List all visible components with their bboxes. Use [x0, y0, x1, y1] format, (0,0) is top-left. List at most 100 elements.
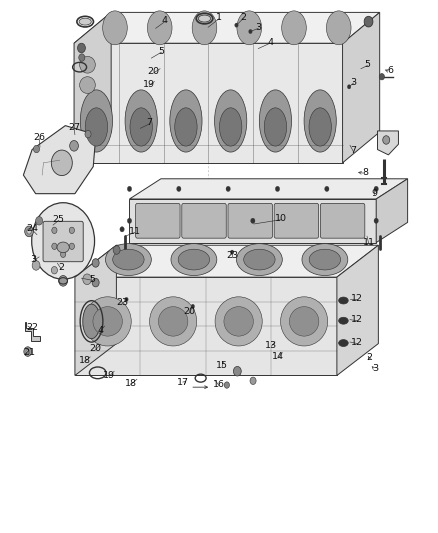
Circle shape — [127, 218, 132, 223]
Circle shape — [85, 131, 91, 138]
Ellipse shape — [281, 297, 328, 346]
Circle shape — [26, 350, 29, 354]
Circle shape — [251, 218, 255, 223]
Ellipse shape — [102, 11, 127, 45]
Text: 23: 23 — [116, 298, 128, 307]
Ellipse shape — [326, 11, 351, 45]
Circle shape — [224, 382, 230, 388]
Circle shape — [379, 74, 385, 80]
Ellipse shape — [244, 249, 275, 270]
Circle shape — [191, 304, 194, 309]
Ellipse shape — [339, 340, 348, 346]
Ellipse shape — [309, 249, 341, 270]
Text: 5: 5 — [159, 47, 164, 55]
Text: 3: 3 — [255, 23, 261, 32]
Ellipse shape — [339, 317, 348, 324]
Text: 24: 24 — [26, 224, 38, 233]
Circle shape — [70, 141, 78, 151]
Polygon shape — [74, 43, 343, 163]
Circle shape — [33, 146, 39, 153]
Text: 22: 22 — [26, 323, 38, 332]
Ellipse shape — [80, 90, 113, 152]
Text: 20: 20 — [184, 307, 195, 316]
Text: 7: 7 — [146, 118, 152, 127]
Text: 4: 4 — [267, 38, 273, 47]
Text: 3: 3 — [372, 364, 378, 373]
Circle shape — [52, 227, 57, 233]
Circle shape — [92, 278, 99, 287]
Text: 23: 23 — [226, 252, 238, 260]
Circle shape — [250, 377, 256, 384]
Ellipse shape — [130, 108, 152, 146]
Ellipse shape — [198, 15, 211, 22]
Polygon shape — [25, 322, 40, 341]
Circle shape — [177, 186, 181, 191]
Ellipse shape — [150, 297, 197, 346]
Ellipse shape — [175, 108, 197, 146]
Text: 12: 12 — [351, 315, 364, 324]
Ellipse shape — [192, 11, 217, 45]
FancyBboxPatch shape — [43, 221, 83, 262]
Ellipse shape — [264, 108, 286, 146]
Text: 27: 27 — [68, 123, 80, 132]
Text: 20: 20 — [148, 68, 159, 76]
Ellipse shape — [339, 297, 348, 304]
Circle shape — [51, 266, 57, 274]
Circle shape — [52, 243, 57, 249]
Ellipse shape — [93, 306, 122, 336]
Text: 2: 2 — [367, 353, 373, 362]
Circle shape — [79, 54, 85, 61]
Circle shape — [374, 218, 378, 223]
Ellipse shape — [148, 11, 172, 45]
Ellipse shape — [80, 77, 95, 93]
Text: 12: 12 — [351, 294, 364, 303]
Ellipse shape — [83, 304, 100, 338]
Text: 18: 18 — [125, 379, 137, 388]
Text: 20: 20 — [89, 344, 102, 353]
Polygon shape — [75, 245, 378, 277]
Ellipse shape — [171, 244, 217, 276]
Circle shape — [69, 227, 74, 233]
Circle shape — [276, 186, 280, 191]
Ellipse shape — [309, 108, 332, 146]
Circle shape — [27, 229, 31, 234]
Circle shape — [249, 29, 252, 34]
Ellipse shape — [125, 90, 157, 152]
Polygon shape — [75, 277, 337, 375]
Circle shape — [60, 251, 66, 257]
Text: 13: 13 — [265, 341, 277, 350]
Ellipse shape — [237, 11, 261, 45]
Ellipse shape — [259, 90, 292, 152]
Circle shape — [226, 186, 230, 191]
Circle shape — [32, 203, 95, 279]
Circle shape — [83, 274, 92, 285]
Text: 11: 11 — [363, 238, 375, 247]
Text: 21: 21 — [23, 348, 35, 357]
Circle shape — [235, 23, 238, 27]
Circle shape — [120, 227, 124, 232]
Ellipse shape — [224, 306, 254, 336]
Text: 4: 4 — [97, 326, 103, 335]
FancyBboxPatch shape — [136, 204, 180, 238]
Text: 14: 14 — [272, 352, 284, 361]
Text: 18: 18 — [79, 356, 91, 365]
Circle shape — [383, 136, 390, 144]
Circle shape — [25, 226, 33, 237]
FancyBboxPatch shape — [274, 204, 318, 238]
Text: 16: 16 — [213, 380, 225, 389]
Circle shape — [233, 367, 241, 376]
Ellipse shape — [170, 90, 202, 152]
Text: 3: 3 — [30, 255, 36, 264]
Text: 15: 15 — [216, 361, 228, 370]
Text: 25: 25 — [53, 215, 65, 224]
Text: 3: 3 — [350, 77, 357, 86]
Ellipse shape — [302, 244, 348, 276]
Ellipse shape — [106, 244, 151, 276]
Ellipse shape — [290, 306, 319, 336]
Ellipse shape — [237, 244, 283, 276]
Text: 6: 6 — [388, 67, 394, 75]
Ellipse shape — [159, 306, 188, 336]
Circle shape — [24, 347, 32, 357]
Circle shape — [35, 216, 42, 225]
Text: 17: 17 — [177, 378, 189, 387]
